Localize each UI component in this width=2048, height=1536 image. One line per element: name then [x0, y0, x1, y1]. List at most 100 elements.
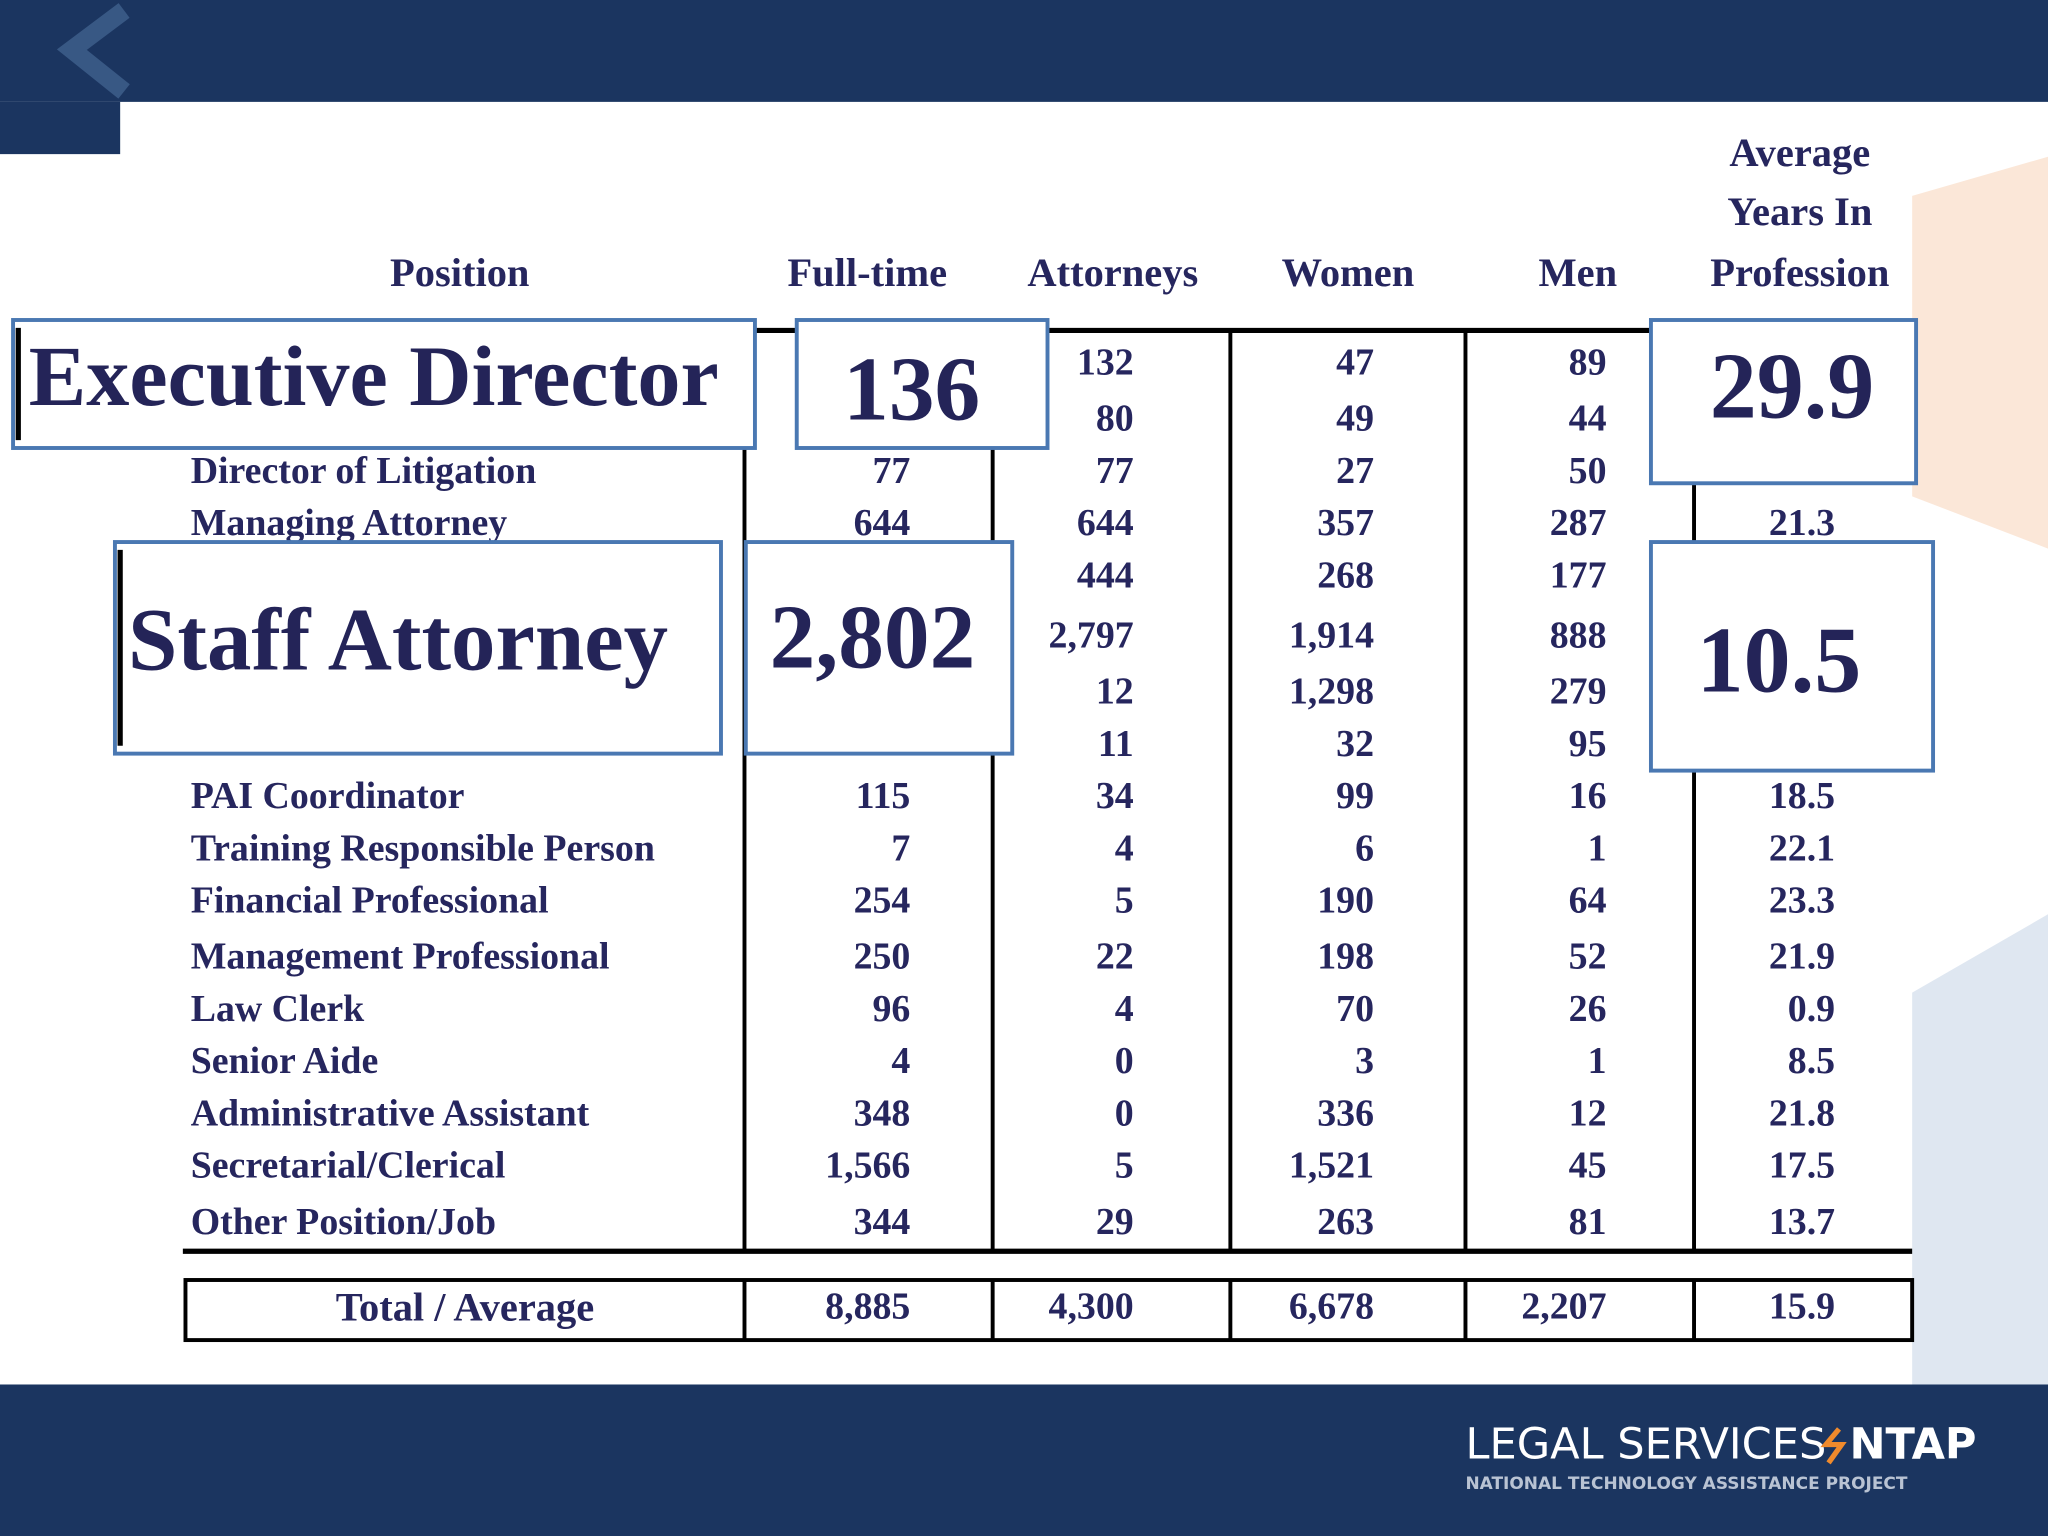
cell: 50 [1569, 450, 1607, 492]
callout-text: Executive Director [29, 328, 719, 424]
cell: 22.1 [1769, 827, 1835, 869]
cell: 4 [1115, 827, 1134, 869]
cell: 177 [1550, 554, 1607, 596]
cell: 287 [1550, 502, 1607, 544]
row-label: Senior Aide [191, 1040, 379, 1082]
cell: 6 [1355, 827, 1374, 869]
cell: 4 [1115, 988, 1134, 1030]
cell: 279 [1550, 671, 1607, 713]
cell: 18.5 [1769, 775, 1835, 817]
callout-text: 2,802 [770, 587, 976, 688]
cell: 263 [1317, 1201, 1374, 1243]
cell: 16 [1569, 775, 1607, 817]
callout-text: 136 [843, 338, 980, 439]
cell: 21.9 [1769, 936, 1835, 978]
cell: 5 [1115, 880, 1134, 922]
callout-box [112, 540, 723, 756]
cell: 11 [1098, 723, 1134, 765]
logo-tagline: NATIONAL TECHNOLOGY ASSISTANCE PROJECT [1465, 1474, 1907, 1494]
row-label: Other Position/Job [191, 1201, 496, 1243]
cell: 3 [1355, 1040, 1374, 1082]
cell: 34 [1096, 775, 1134, 817]
column-header: Position [390, 250, 529, 295]
cell: 52 [1569, 936, 1607, 978]
cell: 21.3 [1769, 502, 1835, 544]
total-label: Total / Average [336, 1285, 595, 1330]
cell: 47 [1336, 341, 1374, 383]
decor [1912, 156, 2048, 549]
cell: 336 [1317, 1092, 1374, 1134]
cell: 644 [1077, 502, 1134, 544]
cell: 26 [1569, 988, 1607, 1030]
cell: 22 [1096, 936, 1134, 978]
cell: 44 [1569, 398, 1607, 440]
cell: 99 [1336, 775, 1374, 817]
cell: 1,521 [1289, 1145, 1374, 1187]
callout-box [794, 318, 1050, 450]
column-header: Full-time [787, 250, 947, 295]
callout-box [11, 318, 757, 450]
callout-text: 10.5 [1697, 609, 1862, 713]
cell: 64 [1569, 880, 1607, 922]
row-label: Financial Professional [191, 880, 549, 922]
cell: 5 [1115, 1145, 1134, 1187]
row-label: Secretarial/Clerical [191, 1145, 506, 1187]
cell: 1 [1588, 827, 1607, 869]
decor [56, 3, 130, 99]
top-band [0, 101, 121, 155]
cell: 12 [1569, 1092, 1607, 1134]
row-label: Training Responsible Person [191, 827, 655, 869]
cell: 0 [1115, 1092, 1134, 1134]
table: Position Full-time Attorneys Women Men Averag… [182, 130, 1915, 1343]
total-cell: 4,300 [1049, 1286, 1134, 1328]
row-label: Administrative Assistant [191, 1092, 590, 1134]
cell: 70 [1336, 988, 1374, 1030]
cell: 198 [1317, 936, 1374, 978]
column-header: Profession [1710, 250, 1889, 295]
cell: 250 [854, 936, 911, 978]
cell: 89 [1569, 341, 1607, 383]
cell: 45 [1569, 1145, 1607, 1187]
cell: 344 [854, 1201, 911, 1243]
total-cell: 6,678 [1289, 1286, 1374, 1328]
cell: 888 [1550, 614, 1607, 656]
column-header: Women [1282, 250, 1415, 295]
row-label: Director of Litigation [191, 450, 537, 492]
cell: 13.7 [1769, 1201, 1835, 1243]
row-label: Managing Attorney [191, 502, 508, 544]
column-header: Years In [1727, 189, 1872, 234]
cell: 4 [891, 1040, 910, 1082]
cell: 1,914 [1289, 614, 1374, 656]
top-band [0, 0, 2048, 102]
cell: 0 [1115, 1040, 1134, 1082]
cell: 49 [1336, 398, 1374, 440]
total-box [183, 1278, 1915, 1343]
cell: 132 [1077, 341, 1134, 383]
cell: 2,797 [1049, 614, 1134, 656]
callout-box [743, 540, 1015, 756]
cell: 81 [1569, 1201, 1607, 1243]
cell: 1 [1588, 1040, 1607, 1082]
cell: 96 [873, 988, 911, 1030]
cell: 80 [1096, 398, 1134, 440]
cell: 95 [1569, 723, 1607, 765]
callout-box [1648, 540, 1936, 773]
cell: 23.3 [1769, 880, 1835, 922]
callout-box [1648, 318, 1919, 486]
callout-text: 29.9 [1710, 334, 1875, 438]
cell: 254 [854, 880, 911, 922]
cell: 190 [1317, 880, 1374, 922]
logo-brand: LEGAL SERVICES [1465, 1420, 1826, 1470]
cell: 8.5 [1788, 1040, 1835, 1082]
cell: 357 [1317, 502, 1374, 544]
cell: 644 [854, 502, 911, 544]
column-header: Men [1538, 250, 1617, 295]
row-label: PAI Coordinator [191, 775, 465, 817]
cell: 17.5 [1769, 1145, 1835, 1187]
cell: 1,566 [825, 1145, 910, 1187]
cell: 32 [1336, 723, 1374, 765]
total-cell: 2,207 [1521, 1286, 1606, 1328]
row-label: Law Clerk [191, 988, 365, 1030]
